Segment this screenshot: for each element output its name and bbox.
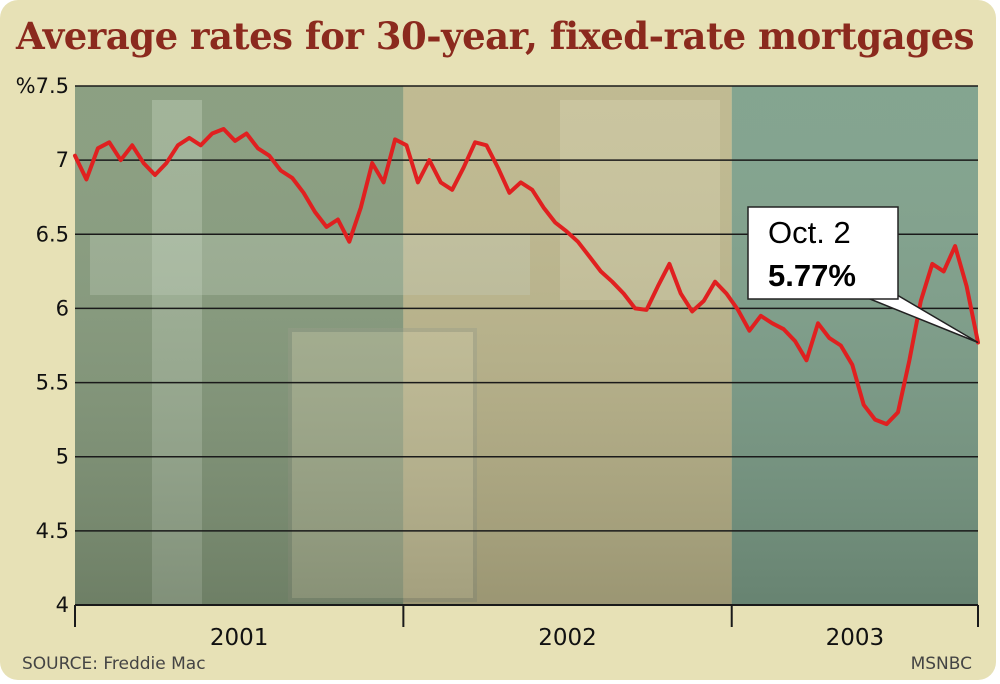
y-axis-ticks: 4 4.5 5 5.5 6 6.5 7 %7.5 xyxy=(16,74,69,617)
callout-value: 5.77% xyxy=(768,258,856,293)
chart-title: Average rates for 30-year, fixed-rate mo… xyxy=(16,14,975,58)
y-tick-label: 7 xyxy=(56,148,69,172)
annotation-callout: Oct. 2 5.77% xyxy=(747,206,979,344)
credit-note: MSNBC xyxy=(910,654,972,674)
y-tick-label: 5.5 xyxy=(36,371,69,395)
y-tick-label: 5 xyxy=(56,445,69,469)
callout-box xyxy=(747,206,899,300)
source-note: SOURCE: Freddie Mac xyxy=(22,654,206,674)
y-tick-label: 4.5 xyxy=(36,519,69,543)
callout-date: Oct. 2 xyxy=(768,215,851,250)
y-tick-label: 6 xyxy=(56,296,69,320)
x-axis: 2001 2002 2003 xyxy=(74,604,979,651)
y-tick-label: 4 xyxy=(56,593,69,617)
background-photo xyxy=(75,86,978,605)
x-tick-label: 2002 xyxy=(538,625,597,651)
y-tick-label: 6.5 xyxy=(36,222,69,246)
x-tick-label: 2001 xyxy=(210,625,269,651)
y-tick-label: %7.5 xyxy=(16,74,69,98)
series-line-rate xyxy=(73,127,980,427)
x-tick-label: 2003 xyxy=(826,625,885,651)
